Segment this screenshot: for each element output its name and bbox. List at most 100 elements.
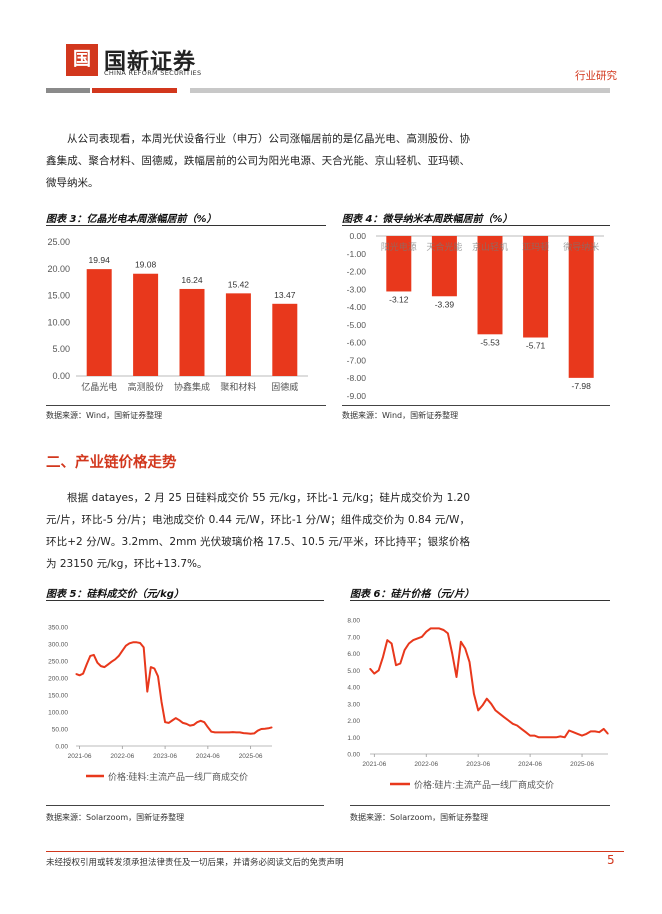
- data-point: [150, 666, 152, 668]
- y-tick-label: 250.00: [48, 659, 68, 666]
- data-point: [512, 723, 514, 725]
- data-point: [182, 722, 184, 724]
- data-point: [157, 675, 159, 677]
- data-point: [555, 736, 557, 738]
- y-tick-label: -9.00: [347, 391, 367, 401]
- fig4-bottom-rule: [342, 405, 610, 406]
- bar: [272, 303, 298, 376]
- data-point: [434, 627, 436, 629]
- data-point: [559, 735, 561, 738]
- data-label: 19.94: [89, 255, 111, 265]
- data-point: [373, 673, 375, 675]
- fig4-title: 图表 4：微导纳米本周跌幅居前（%）: [342, 214, 513, 225]
- data-point: [607, 733, 609, 735]
- data-point: [538, 736, 540, 738]
- fig4-source: 数据来源：Wind，国新证券整理: [342, 411, 459, 420]
- data-point: [378, 669, 380, 671]
- series-line: [369, 627, 609, 739]
- data-label: -5.71: [526, 341, 546, 351]
- data-point: [590, 730, 592, 732]
- fig3-chart: 25.00 20.00 15.00 10.00 5.00 0.00 19.94 亿晶光电 19.…: [47, 237, 308, 392]
- y-tick-label: -5.00: [347, 320, 367, 330]
- data-point: [82, 672, 84, 675]
- data-point: [111, 661, 113, 663]
- y-tick-label: 5.00: [347, 668, 360, 675]
- data-point: [425, 631, 427, 633]
- data-point: [232, 731, 234, 733]
- data-point: [533, 734, 536, 737]
- fig5-chart: 350.00 300.00 250.00 200.00 150.00 100.00 50.0…: [48, 625, 273, 782]
- y-tick-label: 100.00: [48, 710, 68, 717]
- data-point: [96, 662, 98, 664]
- data-point: [369, 667, 371, 670]
- data-label: -3.12: [389, 294, 409, 304]
- data-point: [185, 723, 188, 725]
- y-tick-label: 0.00: [55, 744, 68, 751]
- logo-mark: 国: [66, 44, 98, 76]
- legend-label: 价格:硅料:主流产品一线厂商成交价: [108, 771, 248, 782]
- data-point: [603, 728, 605, 730]
- fig5-source: 数据来源：Solarzoom，国新证券整理: [46, 813, 185, 822]
- doc-type-label: 行业研究: [575, 70, 617, 82]
- data-point: [193, 724, 195, 726]
- bar: [477, 236, 503, 335]
- header-divider-grey: [46, 88, 90, 93]
- y-tick-label: 2.00: [347, 718, 360, 725]
- page-number: 5: [607, 853, 615, 867]
- data-point: [594, 730, 596, 732]
- intro-paragraph: 从公司表现看，本周光伏设备行业（申万）公司涨幅居前的是亿晶光电、高测股份、协鑫集…: [46, 133, 470, 189]
- category-label: 聚和材料: [220, 381, 256, 392]
- data-point: [486, 698, 488, 700]
- data-point: [260, 728, 262, 730]
- category-label: 亿晶光电: [81, 381, 117, 392]
- data-point: [89, 655, 91, 657]
- data-point: [132, 641, 134, 643]
- data-point: [399, 662, 401, 665]
- data-point: [442, 629, 445, 631]
- category-label: 亚玛顿: [522, 241, 549, 252]
- data-point: [125, 645, 127, 647]
- fig6-title: 图表 6：硅片价格（元/片）: [350, 589, 475, 600]
- data-point: [175, 717, 177, 719]
- data-point: [225, 731, 227, 733]
- category-label: 高测股份: [128, 381, 164, 392]
- fig4-top-rule: [342, 225, 610, 226]
- series-line: [75, 641, 273, 735]
- data-point: [438, 627, 440, 629]
- fig3-top-rule: [46, 225, 326, 226]
- data-point: [164, 721, 166, 723]
- y-tick-label: -4.00: [347, 302, 367, 312]
- fig5-title: 图表 5：硅料成交价（元/kg）: [46, 589, 184, 600]
- data-point: [221, 731, 223, 733]
- y-tick-label: 6.00: [347, 651, 360, 658]
- data-point: [503, 716, 505, 718]
- data-point: [551, 736, 553, 738]
- data-point: [490, 703, 492, 705]
- data-point: [507, 719, 510, 722]
- bar: [568, 236, 594, 378]
- logo-text-cn: 国新证券: [104, 49, 197, 75]
- data-point: [477, 709, 479, 712]
- bar: [86, 269, 112, 376]
- data-point: [200, 720, 202, 722]
- section2-paragraph: 根据 datayes，2 月 25 日硅料成交价 55 元/kg，环比-1 元/…: [46, 492, 470, 570]
- y-tick-label: -7.00: [347, 355, 367, 365]
- data-point: [546, 736, 549, 738]
- fig6-chart: 8.00 7.00 6.00 5.00 4.00 3.00 2.00 1.00 0.002021…: [347, 618, 609, 790]
- data-point: [382, 656, 384, 658]
- x-tick-label: 2025-06: [239, 753, 263, 760]
- data-point: [178, 719, 180, 721]
- data-point: [267, 727, 270, 729]
- data-point: [250, 733, 252, 735]
- y-tick-label: -8.00: [347, 373, 367, 383]
- data-point: [257, 730, 259, 732]
- data-point: [242, 732, 245, 734]
- data-point: [235, 731, 237, 733]
- data-point: [253, 732, 255, 735]
- logo-text-en: CHINA REFORM SECURITIES: [104, 69, 202, 77]
- data-point: [581, 734, 583, 737]
- data-point: [386, 639, 388, 641]
- data-point: [391, 642, 393, 645]
- fig3-source: 数据来源：Wind，国新证券整理: [46, 411, 163, 420]
- category-label: 固德威: [271, 381, 298, 392]
